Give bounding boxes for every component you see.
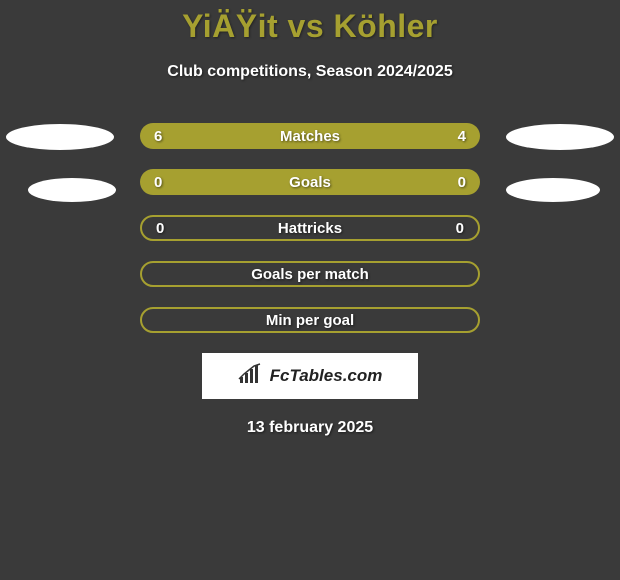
- logo-text: FcTables.com: [270, 366, 383, 386]
- stat-row-goals-per-match: Goals per match: [140, 261, 480, 287]
- stat-label: Goals: [289, 174, 331, 191]
- chart-icon: [238, 363, 264, 390]
- stat-label: Hattricks: [278, 220, 342, 237]
- stat-label: Min per goal: [266, 312, 354, 329]
- stat-right-value: 0: [458, 174, 466, 191]
- footer-date: 13 february 2025: [247, 419, 373, 437]
- stat-left-value: 0: [156, 220, 164, 237]
- stat-right-value: 4: [458, 128, 466, 145]
- stat-right-value: 0: [456, 220, 464, 237]
- page-title: YiÄŸit vs Köhler: [182, 8, 438, 45]
- page-subtitle: Club competitions, Season 2024/2025: [167, 63, 452, 81]
- stat-left-value: 0: [154, 174, 162, 191]
- logo-box: FcTables.com: [202, 353, 418, 399]
- stat-row-goals: 0 Goals 0: [140, 169, 480, 195]
- stats-area: 6 Matches 4 0 Goals 0 0 Hattricks 0 Goal…: [0, 123, 620, 333]
- stat-row-min-per-goal: Min per goal: [140, 307, 480, 333]
- stat-left-value: 6: [154, 128, 162, 145]
- logo-inner: FcTables.com: [238, 363, 383, 390]
- stat-label: Matches: [280, 128, 340, 145]
- stat-row-matches: 6 Matches 4: [140, 123, 480, 149]
- stat-label: Goals per match: [251, 266, 369, 283]
- stat-row-hattricks: 0 Hattricks 0: [140, 215, 480, 241]
- main-container: YiÄŸit vs Köhler Club competitions, Seas…: [0, 0, 620, 437]
